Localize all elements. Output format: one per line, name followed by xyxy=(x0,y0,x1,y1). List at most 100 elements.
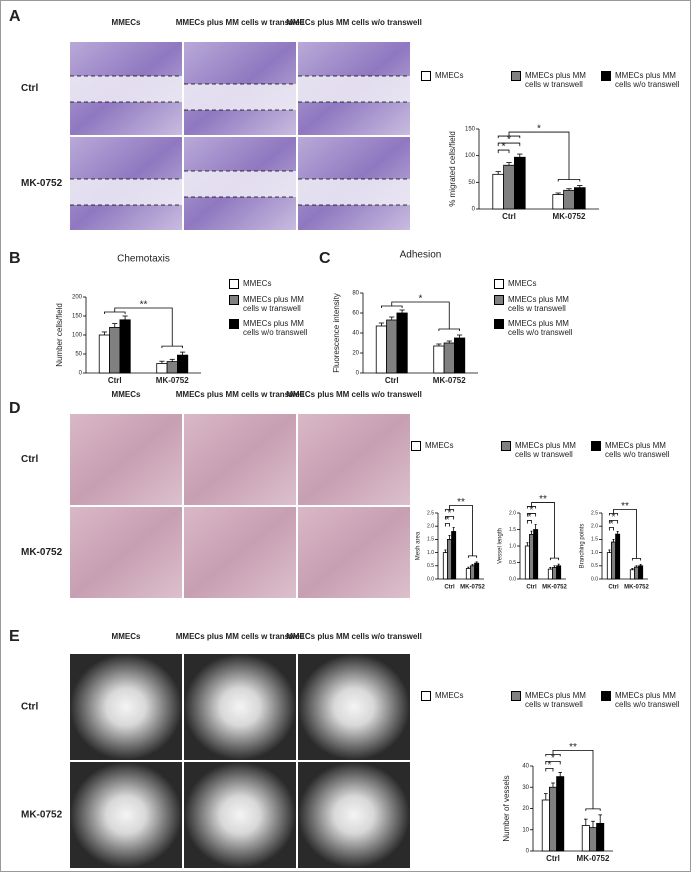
y-tick-label: 1.5 xyxy=(591,537,598,543)
micrograph xyxy=(298,507,410,598)
row-label: Ctrl xyxy=(21,454,38,465)
significance: * xyxy=(507,135,511,146)
bar xyxy=(474,562,480,580)
x-tick-label: Ctrl xyxy=(502,212,516,221)
bar xyxy=(443,342,455,374)
legend-swatch xyxy=(494,295,504,305)
x-tick-label: MK-0752 xyxy=(624,585,649,591)
micrograph xyxy=(70,414,182,505)
bar xyxy=(541,799,550,852)
bar xyxy=(465,568,471,580)
bar xyxy=(596,822,605,852)
legend-label: MMECs xyxy=(508,279,537,288)
x-tick-label: Ctrl xyxy=(526,585,537,591)
micrograph xyxy=(70,654,182,760)
bar xyxy=(386,319,398,374)
y-axis-label: % migrated cells/field xyxy=(448,131,457,207)
bar xyxy=(634,566,639,580)
bar xyxy=(156,363,168,374)
y-axis-label: Number cells/field xyxy=(55,303,64,367)
bracket xyxy=(381,301,460,331)
legend-swatch xyxy=(229,279,239,289)
column-header: MMECs plus MM cells w transwell xyxy=(176,632,304,641)
bar xyxy=(547,568,553,580)
y-tick-label: 20 xyxy=(352,351,359,357)
y-tick-label: 0 xyxy=(356,371,360,377)
row-label: Ctrl xyxy=(21,83,38,94)
bar xyxy=(470,565,475,580)
y-tick-label: 1.5 xyxy=(427,537,434,543)
bar xyxy=(166,361,178,374)
bracket xyxy=(444,523,450,527)
legend-item: MMECs xyxy=(421,691,507,709)
bar xyxy=(638,565,644,580)
y-tick-label: 50 xyxy=(75,352,82,358)
y-tick-label: 80 xyxy=(352,291,359,297)
y-tick-label: 0.5 xyxy=(509,560,516,566)
x-tick-label: MK-0752 xyxy=(577,854,610,863)
legend: MMECs MMECs plus MM cells w transwell MMEC… xyxy=(411,441,677,459)
y-tick-label: 200 xyxy=(72,295,83,301)
bracket xyxy=(526,502,560,561)
legend-label: MMECs xyxy=(425,441,454,450)
significance: * xyxy=(547,760,551,771)
column-header: MMECs plus MM cells w/o transwell xyxy=(286,18,422,27)
legend-label: MMECs plus MM cells w/o transwell xyxy=(615,691,680,709)
bar xyxy=(574,187,586,210)
bracket xyxy=(444,516,455,520)
column-header: MMECs plus MM cells w transwell xyxy=(176,18,304,27)
y-tick-label: 60 xyxy=(352,311,359,317)
micrograph xyxy=(298,414,410,505)
bar xyxy=(529,534,534,580)
legend: MMECs MMECs plus MM cells w transwell MMEC… xyxy=(494,279,580,337)
significance: ** xyxy=(539,494,547,505)
legend: MMECs MMECs plus MM cells w transwell MMEC… xyxy=(421,691,687,709)
row-label: MK-0752 xyxy=(21,178,63,189)
bar xyxy=(454,337,466,374)
legend-item: MMECs xyxy=(411,441,497,459)
bar xyxy=(581,825,590,852)
micrograph xyxy=(184,414,296,505)
legend-item: MMECs plus MM cells w transwell xyxy=(511,691,597,709)
bar xyxy=(514,156,526,210)
x-tick-label: MK-0752 xyxy=(542,585,567,591)
bracket xyxy=(545,749,601,811)
bracket xyxy=(545,767,554,772)
x-tick-label: MK-0752 xyxy=(433,376,466,385)
bar xyxy=(556,565,562,580)
bar xyxy=(396,312,408,374)
legend-swatch xyxy=(511,691,521,701)
x-tick-label: MK-0752 xyxy=(460,585,485,591)
scratch-gap xyxy=(298,76,410,102)
significance: ** xyxy=(621,501,629,512)
legend-swatch xyxy=(411,441,421,451)
column-header: MMECs xyxy=(112,18,141,27)
column-header: MMECs xyxy=(112,390,141,399)
bar xyxy=(615,533,621,580)
y-tick-label: 40 xyxy=(522,764,529,770)
bar xyxy=(98,334,110,374)
bar xyxy=(552,567,557,580)
legend-label: MMECs plus MM cells w transwell xyxy=(515,441,576,459)
scratch-gap xyxy=(184,84,296,110)
bar xyxy=(629,569,635,580)
significance: ** xyxy=(457,497,465,508)
x-tick-label: Ctrl xyxy=(546,854,560,863)
micrograph xyxy=(298,654,410,760)
legend-item: MMECs plus MM cells w transwell xyxy=(501,441,587,459)
panel-letter: C xyxy=(319,250,331,267)
y-tick-label: 20 xyxy=(522,806,529,812)
bracket xyxy=(497,149,510,154)
scratch-gap xyxy=(70,179,182,205)
bar xyxy=(556,776,565,852)
column-header: MMECs plus MM cells w/o transwell xyxy=(286,390,422,399)
legend-item: MMECs xyxy=(421,71,507,89)
significance: * xyxy=(537,124,541,135)
significance: * xyxy=(612,512,616,523)
legend-item: MMECs xyxy=(229,279,315,289)
significance: * xyxy=(419,294,423,305)
bar xyxy=(177,354,189,374)
micrograph xyxy=(70,507,182,598)
panel-letter: D xyxy=(9,400,21,417)
